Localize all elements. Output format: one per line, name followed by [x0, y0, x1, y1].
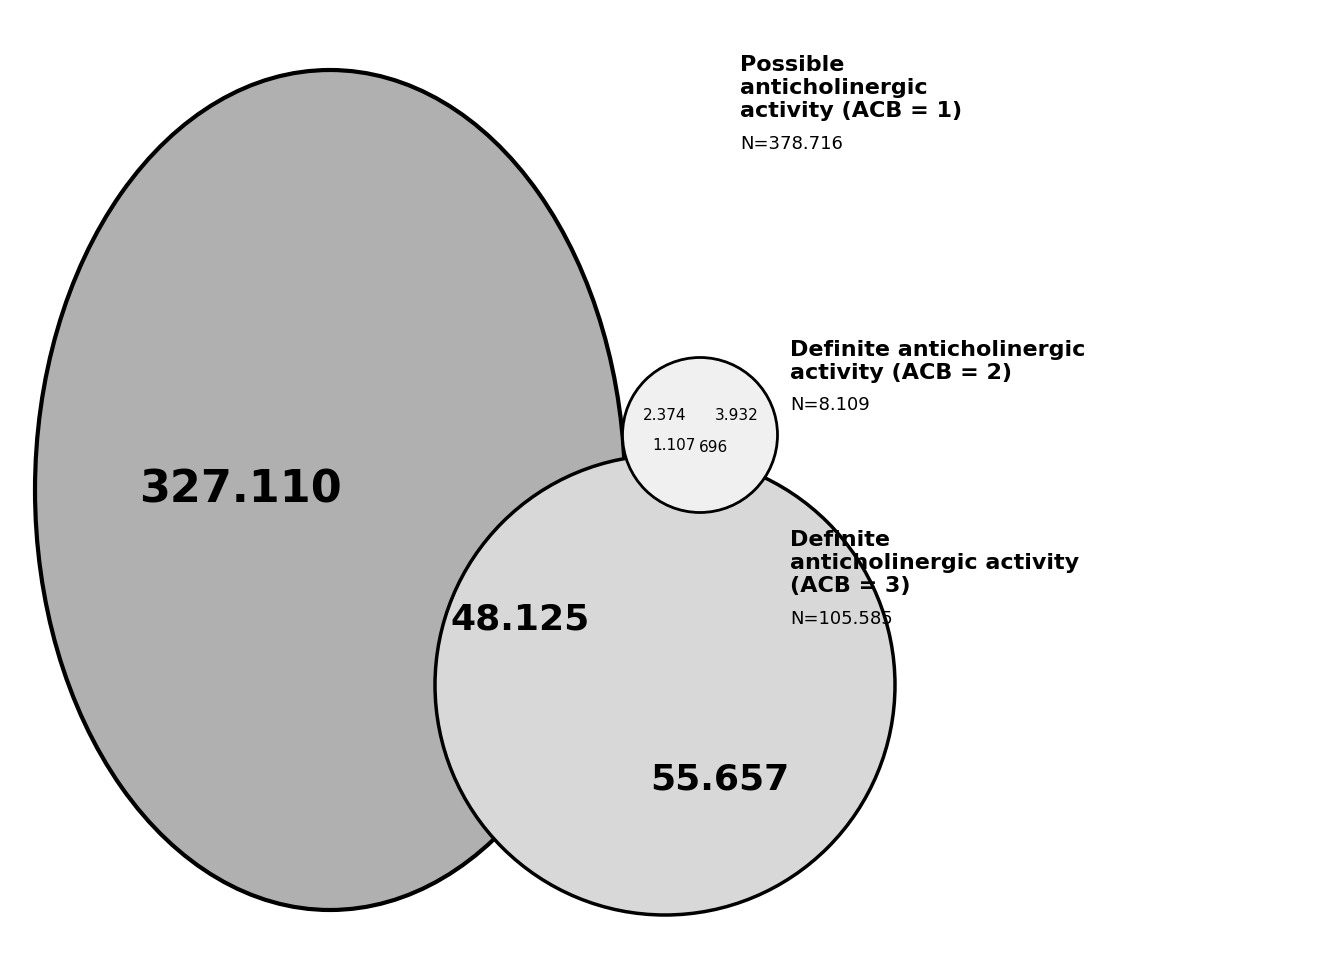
Text: 1.107: 1.107: [652, 438, 696, 452]
Text: N=378.716: N=378.716: [741, 135, 843, 153]
Text: N=105.585: N=105.585: [790, 610, 892, 628]
Ellipse shape: [35, 70, 625, 910]
Text: 696: 696: [699, 441, 728, 455]
Text: Possible
anticholinergic
activity (ACB = 1): Possible anticholinergic activity (ACB =…: [741, 55, 962, 121]
Text: Definite
anticholinergic activity
(ACB = 3): Definite anticholinergic activity (ACB =…: [790, 530, 1079, 596]
Text: Definite anticholinergic
activity (ACB = 2): Definite anticholinergic activity (ACB =…: [790, 340, 1086, 383]
Text: 3.932: 3.932: [715, 407, 759, 422]
Ellipse shape: [622, 357, 777, 513]
Ellipse shape: [435, 455, 895, 915]
Text: N=8.109: N=8.109: [790, 396, 870, 414]
Text: 2.374: 2.374: [644, 407, 687, 422]
Text: 48.125: 48.125: [450, 603, 590, 637]
Text: 327.110: 327.110: [138, 468, 341, 512]
Text: 55.657: 55.657: [650, 763, 790, 797]
